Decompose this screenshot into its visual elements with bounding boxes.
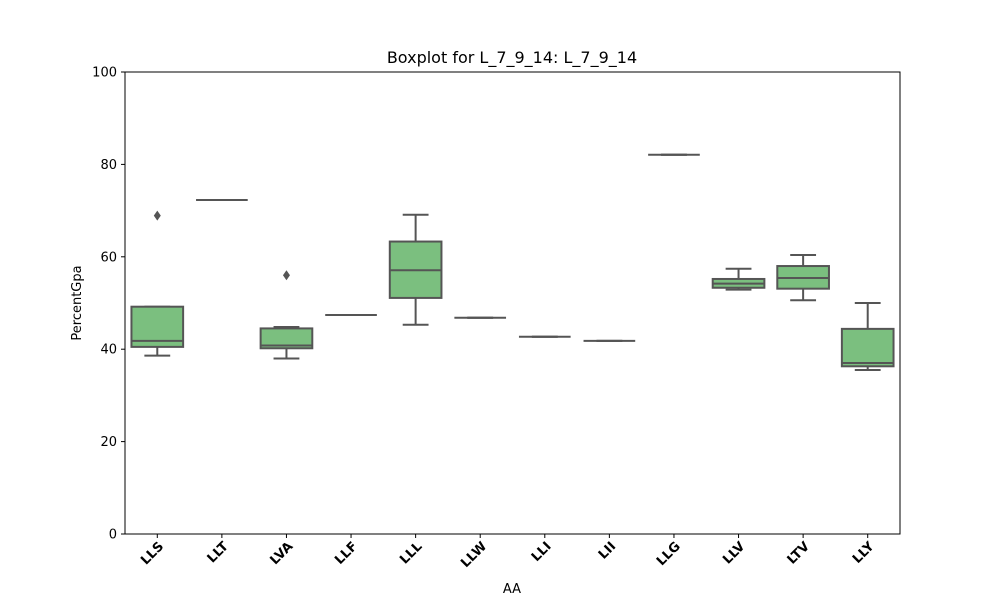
x-tick-label: LLW <box>458 539 490 571</box>
plot-frame <box>124 71 901 535</box>
chart-title: Boxplot for L_7_9_14: L_7_9_14 <box>387 48 637 68</box>
x-axis: LLS LLT LVA LLF LLL LLW LLI LII LLG LLV LTV LLY <box>138 534 878 571</box>
box-LLY <box>840 302 895 371</box>
x-tick-label: LLG <box>654 539 684 569</box>
x-tick-label: LLF <box>332 539 361 568</box>
plot-area <box>130 153 895 371</box>
box-LLV <box>711 267 766 291</box>
x-tick-label: LVA <box>267 539 296 568</box>
x-tick-label: LLI <box>529 539 555 565</box>
outlier-point <box>153 210 161 221</box>
x-axis-label: AA <box>503 582 521 597</box>
y-tick-label: 60 <box>100 250 117 265</box>
y-axis: 0 20 40 60 80 100 <box>92 66 125 543</box>
x-tick-label: LLY <box>850 539 878 567</box>
y-tick-label: 100 <box>92 66 117 81</box>
box-LLL <box>388 213 443 326</box>
y-axis-label: PercentGpa <box>70 265 85 340</box>
y-tick-label: 40 <box>100 343 117 358</box>
x-tick-label: LII <box>596 539 619 562</box>
outlier-point <box>282 270 290 281</box>
y-tick-label: 80 <box>100 158 117 173</box>
iqr-box <box>259 327 314 350</box>
x-tick-label: LLT <box>205 539 232 566</box>
x-tick-label: LLV <box>720 539 748 567</box>
x-tick-label: LLS <box>138 539 167 568</box>
box-LTV <box>776 253 830 302</box>
x-tick-label: LTV <box>785 539 813 567</box>
y-tick-label: 20 <box>100 435 117 450</box>
y-tick-label: 0 <box>109 528 117 543</box>
box-LLS <box>130 210 185 357</box>
box-LVA <box>259 270 314 360</box>
x-tick-label: LLL <box>397 539 425 567</box>
iqr-box <box>840 327 895 368</box>
